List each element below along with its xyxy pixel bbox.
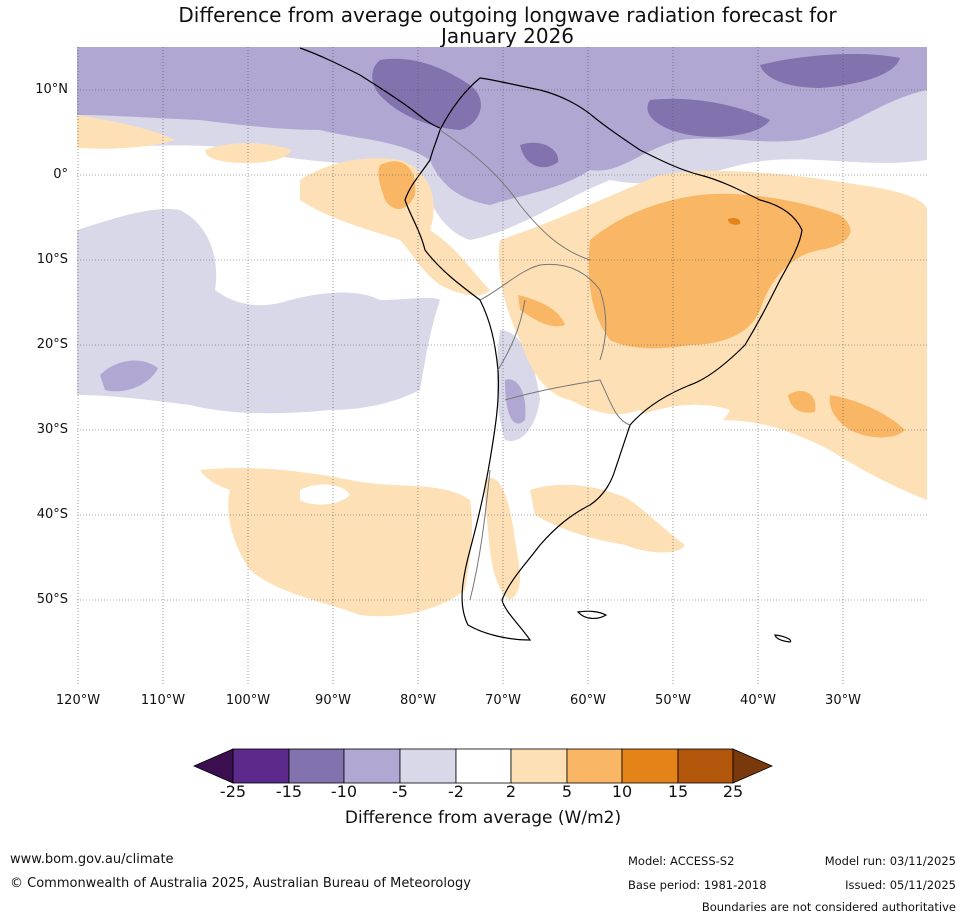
pos-zone-argentina — [484, 478, 520, 600]
colorbar-bin — [566, 748, 623, 784]
border-3 — [497, 299, 526, 371]
border-5 — [469, 469, 491, 601]
pos-zone-sw-atlantic — [530, 484, 685, 553]
lat-label: 10°N — [35, 82, 68, 97]
pos-zone-bolivia — [518, 295, 565, 327]
colorbar-arrow-low — [192, 748, 234, 784]
colorbar-bin — [677, 748, 734, 784]
lon-label: 40°W — [740, 693, 776, 708]
neg-zone-dark-4 — [520, 142, 559, 168]
lat-label: 10°S — [36, 252, 68, 267]
lat-label: 40°S — [36, 507, 68, 522]
footer-model-run: Model run: 03/11/2025 — [824, 854, 956, 868]
colorbar-tick: 2 — [505, 782, 517, 801]
pos-zone-se-pacific — [200, 468, 473, 617]
colorbar-tick: -15 — [275, 782, 303, 801]
neg-zone-dark-3 — [760, 54, 900, 88]
lon-label: 90°W — [315, 693, 351, 708]
lon-label: 70°W — [485, 693, 521, 708]
neg-zone-dark-2 — [647, 98, 770, 137]
lon-label: 80°W — [400, 693, 436, 708]
footer-base-period: Base period: 1981-2018 — [628, 878, 767, 892]
neg-zone-mid-north — [77, 47, 927, 205]
lon-label: 110°W — [140, 693, 186, 708]
footer-url[interactable]: www.bom.gov.au/climate — [10, 852, 174, 867]
footer-model: Model: ACCESS-S2 — [628, 854, 735, 868]
borders — [439, 129, 631, 601]
gridlines — [77, 47, 927, 686]
colorbar-bin — [232, 748, 290, 784]
pos-zone-south-atlantic-2 — [829, 395, 905, 438]
border-2 — [479, 263, 607, 361]
pos-zone-south-atlantic — [788, 391, 816, 413]
colorbar-bin — [510, 748, 568, 784]
colorbar-bin — [621, 748, 679, 784]
lon-label: 60°W — [570, 693, 606, 708]
lat-label: 20°S — [36, 337, 68, 352]
colorbar-bin — [399, 748, 457, 784]
coastline-south-america — [404, 77, 803, 641]
pos-zone-brazil-mid — [588, 193, 851, 349]
pos-zone-west-pacific-light — [77, 115, 175, 149]
colorbar-title: Difference from average (W/m2) — [344, 808, 622, 828]
footer-copyright: © Commonwealth of Australia 2025, Austra… — [10, 876, 471, 891]
lat-label: 50°S — [36, 592, 68, 607]
border-4 — [504, 379, 631, 426]
lon-label: 120°W — [55, 693, 101, 708]
pos-zone-east-pacific — [300, 158, 490, 296]
footer-disclaimer: Boundaries are not considered authoritat… — [701, 900, 956, 914]
neutral-zone-plata — [615, 404, 730, 464]
colorbar-tick: -2 — [448, 782, 464, 801]
neutral-zone-se-pacific — [300, 484, 350, 505]
footer-issued: Issued: 05/11/2025 — [845, 878, 956, 892]
colorbar-bin — [288, 748, 345, 784]
lon-label: 50°W — [655, 693, 691, 708]
anomaly-field — [77, 47, 927, 617]
neg-zone-chile-coast-mid — [505, 379, 526, 424]
colorbar-bin — [343, 748, 401, 784]
title-line-1: Difference from average outgoing longwav… — [178, 3, 837, 27]
colorbar-tick: -5 — [392, 782, 408, 801]
coastline-south-georgia — [774, 634, 792, 643]
coastline-central-america — [299, 47, 441, 129]
coastline-falklands — [576, 610, 608, 619]
colorbar-tick: 25 — [722, 782, 744, 801]
colorbar — [192, 748, 774, 784]
colorbar-bin — [455, 748, 512, 784]
border-1 — [439, 129, 591, 261]
colorbar-tick: -10 — [330, 782, 358, 801]
pos-zone-brazil-dark — [728, 217, 741, 225]
colorbar-arrow-high — [732, 748, 774, 784]
colorbar-tick: 5 — [561, 782, 573, 801]
colorbar-tick: -25 — [219, 782, 247, 801]
coastlines — [299, 47, 803, 643]
colorbar-tick: 15 — [667, 782, 689, 801]
lat-label: 30°S — [36, 422, 68, 437]
title-line-2: January 2026 — [440, 24, 575, 48]
lon-label: 100°W — [225, 693, 271, 708]
colorbar-tick: 10 — [611, 782, 633, 801]
lat-label: 0° — [53, 167, 68, 182]
lon-label: 30°W — [825, 693, 861, 708]
neg-zone-pacific-spot — [100, 360, 158, 392]
pos-zone-north-pacific — [205, 143, 292, 164]
map-title: Difference from average outgoing longwav… — [0, 5, 965, 47]
neg-zone-dark-1 — [372, 58, 481, 130]
